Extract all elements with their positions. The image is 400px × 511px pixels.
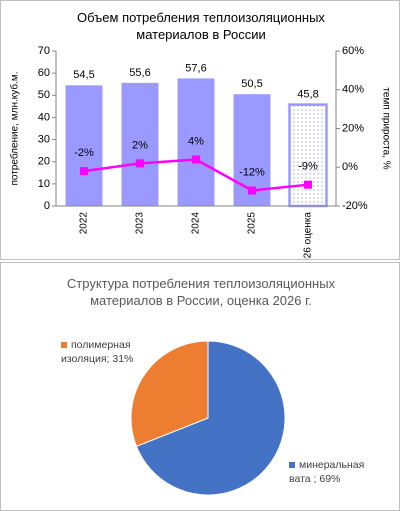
line-value-label: 4% [188,135,204,147]
point [304,180,312,189]
combo-chart: 0 10 20 30 40 50 60 70 -20% 0% 20% 40% 60% потреблени… [9,45,392,259]
bar [65,85,103,206]
pie-slice [135,340,286,496]
line-value-label: 2% [132,139,148,151]
y-tick-label: 40 [38,111,50,123]
x-tick-label: 2022 [79,212,90,235]
bar-value-label: 50,5 [241,78,262,90]
combo-panel: 0 10 20 30 40 50 60 70 -20% 0% 20% 40% 60% потреблени… [0,0,400,260]
line-value-label: -12% [239,166,265,178]
x-tick-label: 2025 [247,212,258,235]
slice-label: полимерная изоляция; 31% [61,338,151,366]
pie-chart [130,340,286,496]
point [80,167,88,176]
y2-tick-label: 40% [342,84,364,96]
y2-tick-label: 0% [342,161,358,173]
x-tick-label: 2026 оценка [303,212,314,259]
line-value-label: -2% [74,147,94,159]
y-axis-label: потребление, млн.куб.м. [9,71,21,185]
bar-value-label: 54,5 [73,69,94,81]
legend-swatch [61,342,67,348]
y-tick-label: 50 [38,89,50,101]
point [136,159,144,168]
y-tick-label: 10 [38,178,50,190]
y-tick-label: 20 [38,156,50,168]
pie-slice [130,340,209,447]
y2-tick-label: 20% [342,122,364,134]
y-tick-label: 60 [38,67,50,79]
x-tick-label: 2024 [191,212,202,235]
bar [288,103,328,208]
chart-title: Структура потребления теплоизоляционных … [66,276,336,308]
slice-label-text: полимерная изоляция; 31% [61,339,134,365]
chart-title: Объем потребления теплоизоляционных мате… [77,10,325,42]
y2-tick-label: 60% [342,45,364,57]
y2-tick-label: -20% [342,200,368,212]
legend-swatch [289,462,295,468]
point [192,155,200,164]
y-tick-label: 70 [38,45,50,57]
bar-value-label: 55,6 [129,67,150,79]
bar-value-label: 57,6 [185,62,206,74]
pie-panel: Структура потребления теплоизоляционных … [0,262,400,511]
bar [121,82,159,206]
bar [177,78,215,206]
slice-label-text: минеральная вата ; 69% [289,459,365,485]
y-tick-label: 0 [44,200,50,212]
bar-value-label: 45,8 [297,88,318,100]
line-value-label: -9% [298,161,318,173]
x-tick-label: 2023 [135,212,146,235]
slice-label: минеральная вата ; 69% [289,458,379,486]
point [248,186,256,195]
y2-axis-label: темп прироста, % [380,87,391,169]
y-tick-label: 30 [38,133,50,145]
